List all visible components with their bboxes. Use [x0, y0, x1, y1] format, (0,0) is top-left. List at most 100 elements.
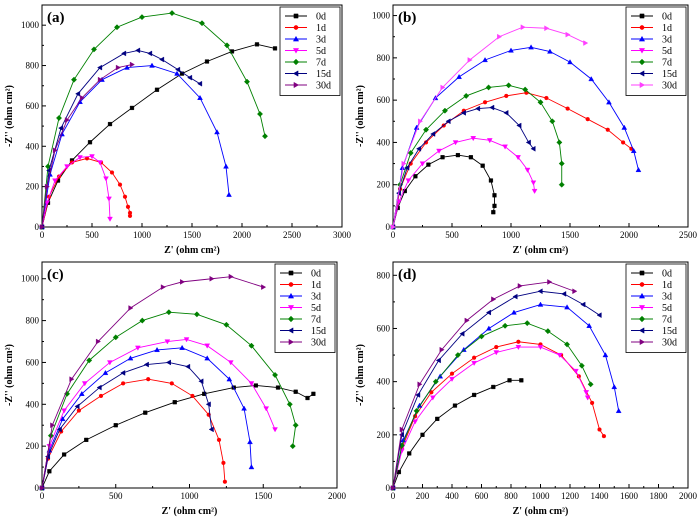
data-point: [567, 59, 573, 65]
legend-marker: [638, 327, 645, 334]
data-point: [502, 144, 508, 150]
data-point: [165, 359, 171, 366]
data-point: [585, 117, 590, 122]
series-line-7d: [392, 322, 592, 489]
data-point: [248, 342, 255, 349]
data-point: [160, 284, 166, 290]
data-point: [544, 95, 549, 101]
data-point: [468, 155, 473, 160]
legend-marker: [287, 292, 295, 299]
data-point: [286, 401, 293, 408]
data-point: [292, 422, 299, 429]
x-tick-label: 0: [40, 491, 45, 501]
y-tick-label: 0: [386, 483, 391, 493]
data-point: [621, 124, 628, 130]
data-point: [79, 94, 85, 101]
data-point: [221, 460, 226, 465]
data-point: [588, 76, 595, 82]
y-axis-label: -Z'' (ohm cm²): [4, 344, 15, 406]
data-point: [524, 167, 531, 173]
legend-marker: [638, 305, 646, 311]
legend-marker: [288, 270, 294, 276]
data-point: [504, 93, 509, 99]
series-line-1d: [392, 341, 605, 489]
x-tick-label: 0: [391, 491, 396, 501]
data-point: [390, 485, 396, 491]
data-point: [248, 464, 255, 470]
data-point: [471, 360, 477, 366]
data-point: [432, 378, 439, 385]
legend-entry: 3d: [662, 292, 672, 303]
data-point: [227, 360, 234, 366]
series-line-5d: [392, 137, 536, 228]
x-axis-label: Z' (ohm cm²): [164, 245, 220, 256]
data-point: [531, 188, 538, 194]
x-tick-label: 1400: [591, 491, 610, 501]
data-point: [75, 90, 81, 97]
chart-panel-2: 0 500 1000 1500 2000 2500 0 200 400 600 800 1000 Z' …: [355, 4, 698, 256]
legend-entry: 30d: [662, 81, 677, 92]
data-point: [456, 73, 462, 79]
data-point: [113, 423, 118, 428]
legend-entry: 3d: [311, 292, 321, 303]
data-point: [440, 84, 446, 91]
data-point: [558, 160, 565, 167]
data-point: [69, 376, 75, 383]
data-point: [439, 346, 445, 353]
y-tick-label: 1000: [21, 274, 40, 284]
data-point: [121, 50, 127, 57]
legend-entry: 1d: [316, 23, 326, 34]
data-point: [435, 357, 441, 364]
data-point: [475, 105, 481, 112]
data-point: [491, 296, 497, 303]
data-point: [107, 216, 113, 222]
data-point: [418, 118, 424, 125]
x-axis-label: Z' (ohm cm²): [513, 506, 569, 517]
data-point: [311, 391, 316, 396]
legend-entry: 0d: [662, 12, 672, 23]
legend-marker: [287, 305, 295, 311]
data-point: [491, 384, 496, 390]
legend-entry: 3d: [316, 35, 326, 46]
data-point: [98, 393, 104, 399]
legend-marker: [288, 338, 295, 346]
data-point: [272, 372, 279, 378]
data-point: [565, 106, 570, 111]
data-point: [511, 309, 517, 315]
data-point: [408, 161, 413, 166]
legend-marker: [638, 48, 646, 54]
data-point: [226, 191, 232, 197]
x-tick-label: 1000: [181, 491, 200, 501]
x-tick-label: 2500: [283, 230, 302, 240]
y-axis-label: -Z'' (ohm cm²): [4, 85, 15, 147]
y-axis-label: -Z'' (ohm cm²): [355, 344, 366, 406]
data-point: [204, 59, 210, 64]
data-point: [114, 24, 120, 31]
y-tick-label: 600: [377, 95, 391, 105]
x-tick-label: 200: [416, 491, 430, 501]
legend-marker: [293, 25, 299, 30]
y-axis-label: -Z'' (ohm cm²): [355, 85, 366, 147]
legend-box: [279, 6, 341, 96]
series-line-7d: [41, 311, 297, 489]
legend-marker: [638, 70, 645, 77]
data-point: [58, 125, 64, 131]
x-tick-label: 1500: [183, 230, 202, 240]
data-point: [84, 437, 89, 442]
data-point: [127, 213, 133, 218]
series-7d: [390, 320, 594, 491]
data-point: [185, 363, 191, 370]
data-point: [463, 92, 470, 99]
data-point: [253, 383, 258, 388]
data-point: [478, 333, 485, 340]
data-point: [261, 284, 267, 290]
data-point: [635, 167, 642, 173]
y-tick-label: 0: [386, 222, 391, 232]
data-point: [404, 164, 410, 171]
data-point: [64, 390, 71, 397]
series-line-5d: [41, 155, 111, 228]
legend-box: [274, 263, 336, 353]
x-tick-label: 1500: [561, 230, 580, 240]
